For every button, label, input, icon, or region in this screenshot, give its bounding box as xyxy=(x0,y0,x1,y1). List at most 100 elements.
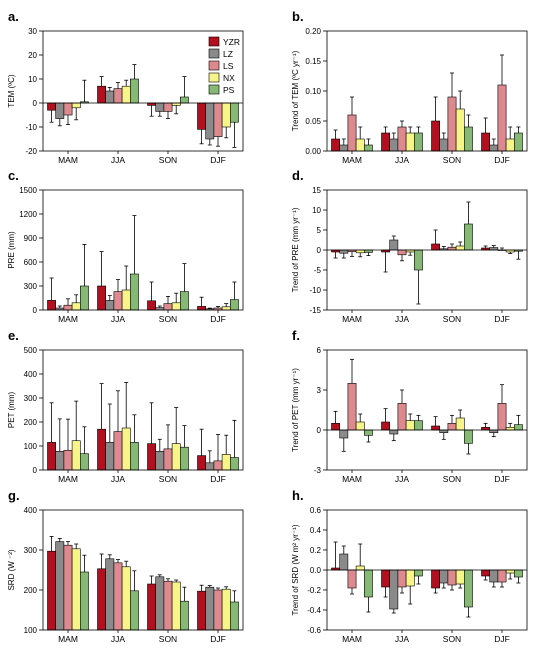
panel-b: b. Trend of TEM (ºC yr⁻¹) 0.00 0.05 0.10 0.15… xyxy=(291,9,528,165)
bar-ls-son xyxy=(447,423,457,431)
y-tick-label: 6 xyxy=(317,346,322,355)
y-tick-label: -20 xyxy=(25,147,37,156)
bar-nx-mam xyxy=(355,249,365,254)
panel-letter: f. xyxy=(292,328,300,343)
bar-ls-jja xyxy=(113,562,123,631)
y-tick-label: 0.00 xyxy=(305,147,321,156)
bar-ls-mam xyxy=(63,102,73,116)
y-tick-label: -10 xyxy=(309,286,321,295)
bar-yzr-son xyxy=(147,443,156,471)
bar-ps-son xyxy=(180,446,189,471)
bar-ls-jja xyxy=(113,431,123,471)
bar-lz-jja xyxy=(105,300,115,311)
bar-nx-son xyxy=(171,302,181,311)
bar-yzr-son xyxy=(431,569,440,589)
bar-ls-mam xyxy=(347,569,357,589)
x-tick-label: SON xyxy=(443,634,461,644)
bar-nx-son xyxy=(455,417,465,431)
x-tick-label: JJA xyxy=(111,314,126,324)
bar-ls-mam xyxy=(63,544,73,631)
panel-d: d. Trend of PRE (mm yr⁻¹) -15 -10 -5 0 5 10 15 MA… xyxy=(291,168,528,324)
bar-ls-jja xyxy=(113,88,123,104)
y-axis-label: Trend of TEM (ºC yr⁻¹) xyxy=(291,50,300,131)
y-axis-label: Trend of PRE (mm yr⁻¹) xyxy=(291,207,300,292)
y-tick-label: 15 xyxy=(312,186,321,195)
bar-ps-mam xyxy=(80,571,89,631)
bar-yzr-jja xyxy=(97,568,106,631)
bar-nx-jja xyxy=(121,85,131,104)
bar-yzr-mam xyxy=(47,300,56,311)
bar-ls-son xyxy=(163,580,173,631)
x-tick-label: DJF xyxy=(494,314,510,324)
plot-frame xyxy=(326,349,528,471)
x-tick-label: MAM xyxy=(342,634,362,644)
bar-ps-mam xyxy=(80,285,89,311)
bar-ps-djf xyxy=(513,424,523,431)
legend-label-yzr: YZR xyxy=(223,37,240,47)
plot-frame xyxy=(326,509,528,631)
bar-nx-mam xyxy=(71,548,81,631)
y-tick-label: 0 xyxy=(317,246,322,255)
y-tick-label: -15 xyxy=(309,306,321,315)
bar-ls-djf xyxy=(213,460,223,471)
plot-frame xyxy=(42,30,244,152)
bar-ps-mam xyxy=(363,144,373,152)
bar-nx-jja xyxy=(405,569,415,587)
bar-nx-jja xyxy=(121,566,131,631)
y-tick-label: 0.15 xyxy=(305,57,321,66)
x-tick-label: MAM xyxy=(58,474,78,484)
y-tick-label: 30 xyxy=(28,27,37,36)
bar-yzr-jja xyxy=(381,421,390,431)
bar-ps-son xyxy=(463,223,473,251)
bar-nx-djf xyxy=(221,588,231,631)
bar-ps-jja xyxy=(130,442,139,471)
y-tick-label: 0.10 xyxy=(305,87,321,96)
y-tick-label: 0.6 xyxy=(310,506,322,515)
plot-frame xyxy=(326,189,528,311)
y-tick-label: 3 xyxy=(317,386,322,395)
bar-yzr-son xyxy=(431,120,440,152)
bar-nx-djf xyxy=(221,454,231,471)
bar-lz-mam xyxy=(339,429,349,439)
bar-ps-djf xyxy=(230,102,239,123)
bar-ls-son xyxy=(447,246,457,251)
bar-lz-jja xyxy=(389,569,399,610)
bar-ps-jja xyxy=(130,590,139,631)
x-tick-label: JJA xyxy=(111,634,126,644)
y-axis-label: TEM (ºC) xyxy=(7,74,16,107)
panel-letter: d. xyxy=(292,168,304,183)
bar-lz-jja xyxy=(389,239,399,251)
x-tick-label: DJF xyxy=(210,474,226,484)
bar-ps-jja xyxy=(130,78,139,104)
bar-ps-mam xyxy=(363,429,373,436)
plot-frame xyxy=(42,509,244,631)
bar-lz-jja xyxy=(389,138,399,152)
y-tick-label: -0.4 xyxy=(307,606,321,615)
bar-nx-djf xyxy=(221,102,231,128)
panel-f: f. Trend of PET (mm yr⁻¹) -3 0 3 6 MAM JJA SON DJ… xyxy=(291,328,528,484)
y-tick-label: -0.2 xyxy=(307,586,321,595)
bar-ls-djf xyxy=(497,569,507,583)
y-tick-label: -0.6 xyxy=(307,626,321,635)
bar-lz-son xyxy=(155,102,165,112)
y-tick-label: 0.20 xyxy=(305,27,321,36)
bar-yzr-son xyxy=(147,300,156,311)
bar-nx-jja xyxy=(121,427,131,471)
bar-ls-jja xyxy=(397,126,407,152)
bar-nx-son xyxy=(171,443,181,471)
y-tick-label: 0.0 xyxy=(310,566,322,575)
bar-ps-jja xyxy=(413,249,423,271)
bar-ps-jja xyxy=(413,132,423,152)
bar-ls-jja xyxy=(397,569,407,588)
y-tick-label: 200 xyxy=(24,418,38,427)
bar-ps-jja xyxy=(130,273,139,311)
bar-lz-mam xyxy=(339,553,349,571)
x-tick-label: JJA xyxy=(395,474,410,484)
y-tick-label: 5 xyxy=(317,226,322,235)
bar-lz-son xyxy=(155,450,165,471)
y-axis-label: PET (mm) xyxy=(7,392,16,429)
bar-ps-djf xyxy=(230,299,239,311)
bar-yzr-jja xyxy=(381,569,390,588)
bar-ls-son xyxy=(163,102,173,112)
bar-ls-djf xyxy=(213,102,223,137)
